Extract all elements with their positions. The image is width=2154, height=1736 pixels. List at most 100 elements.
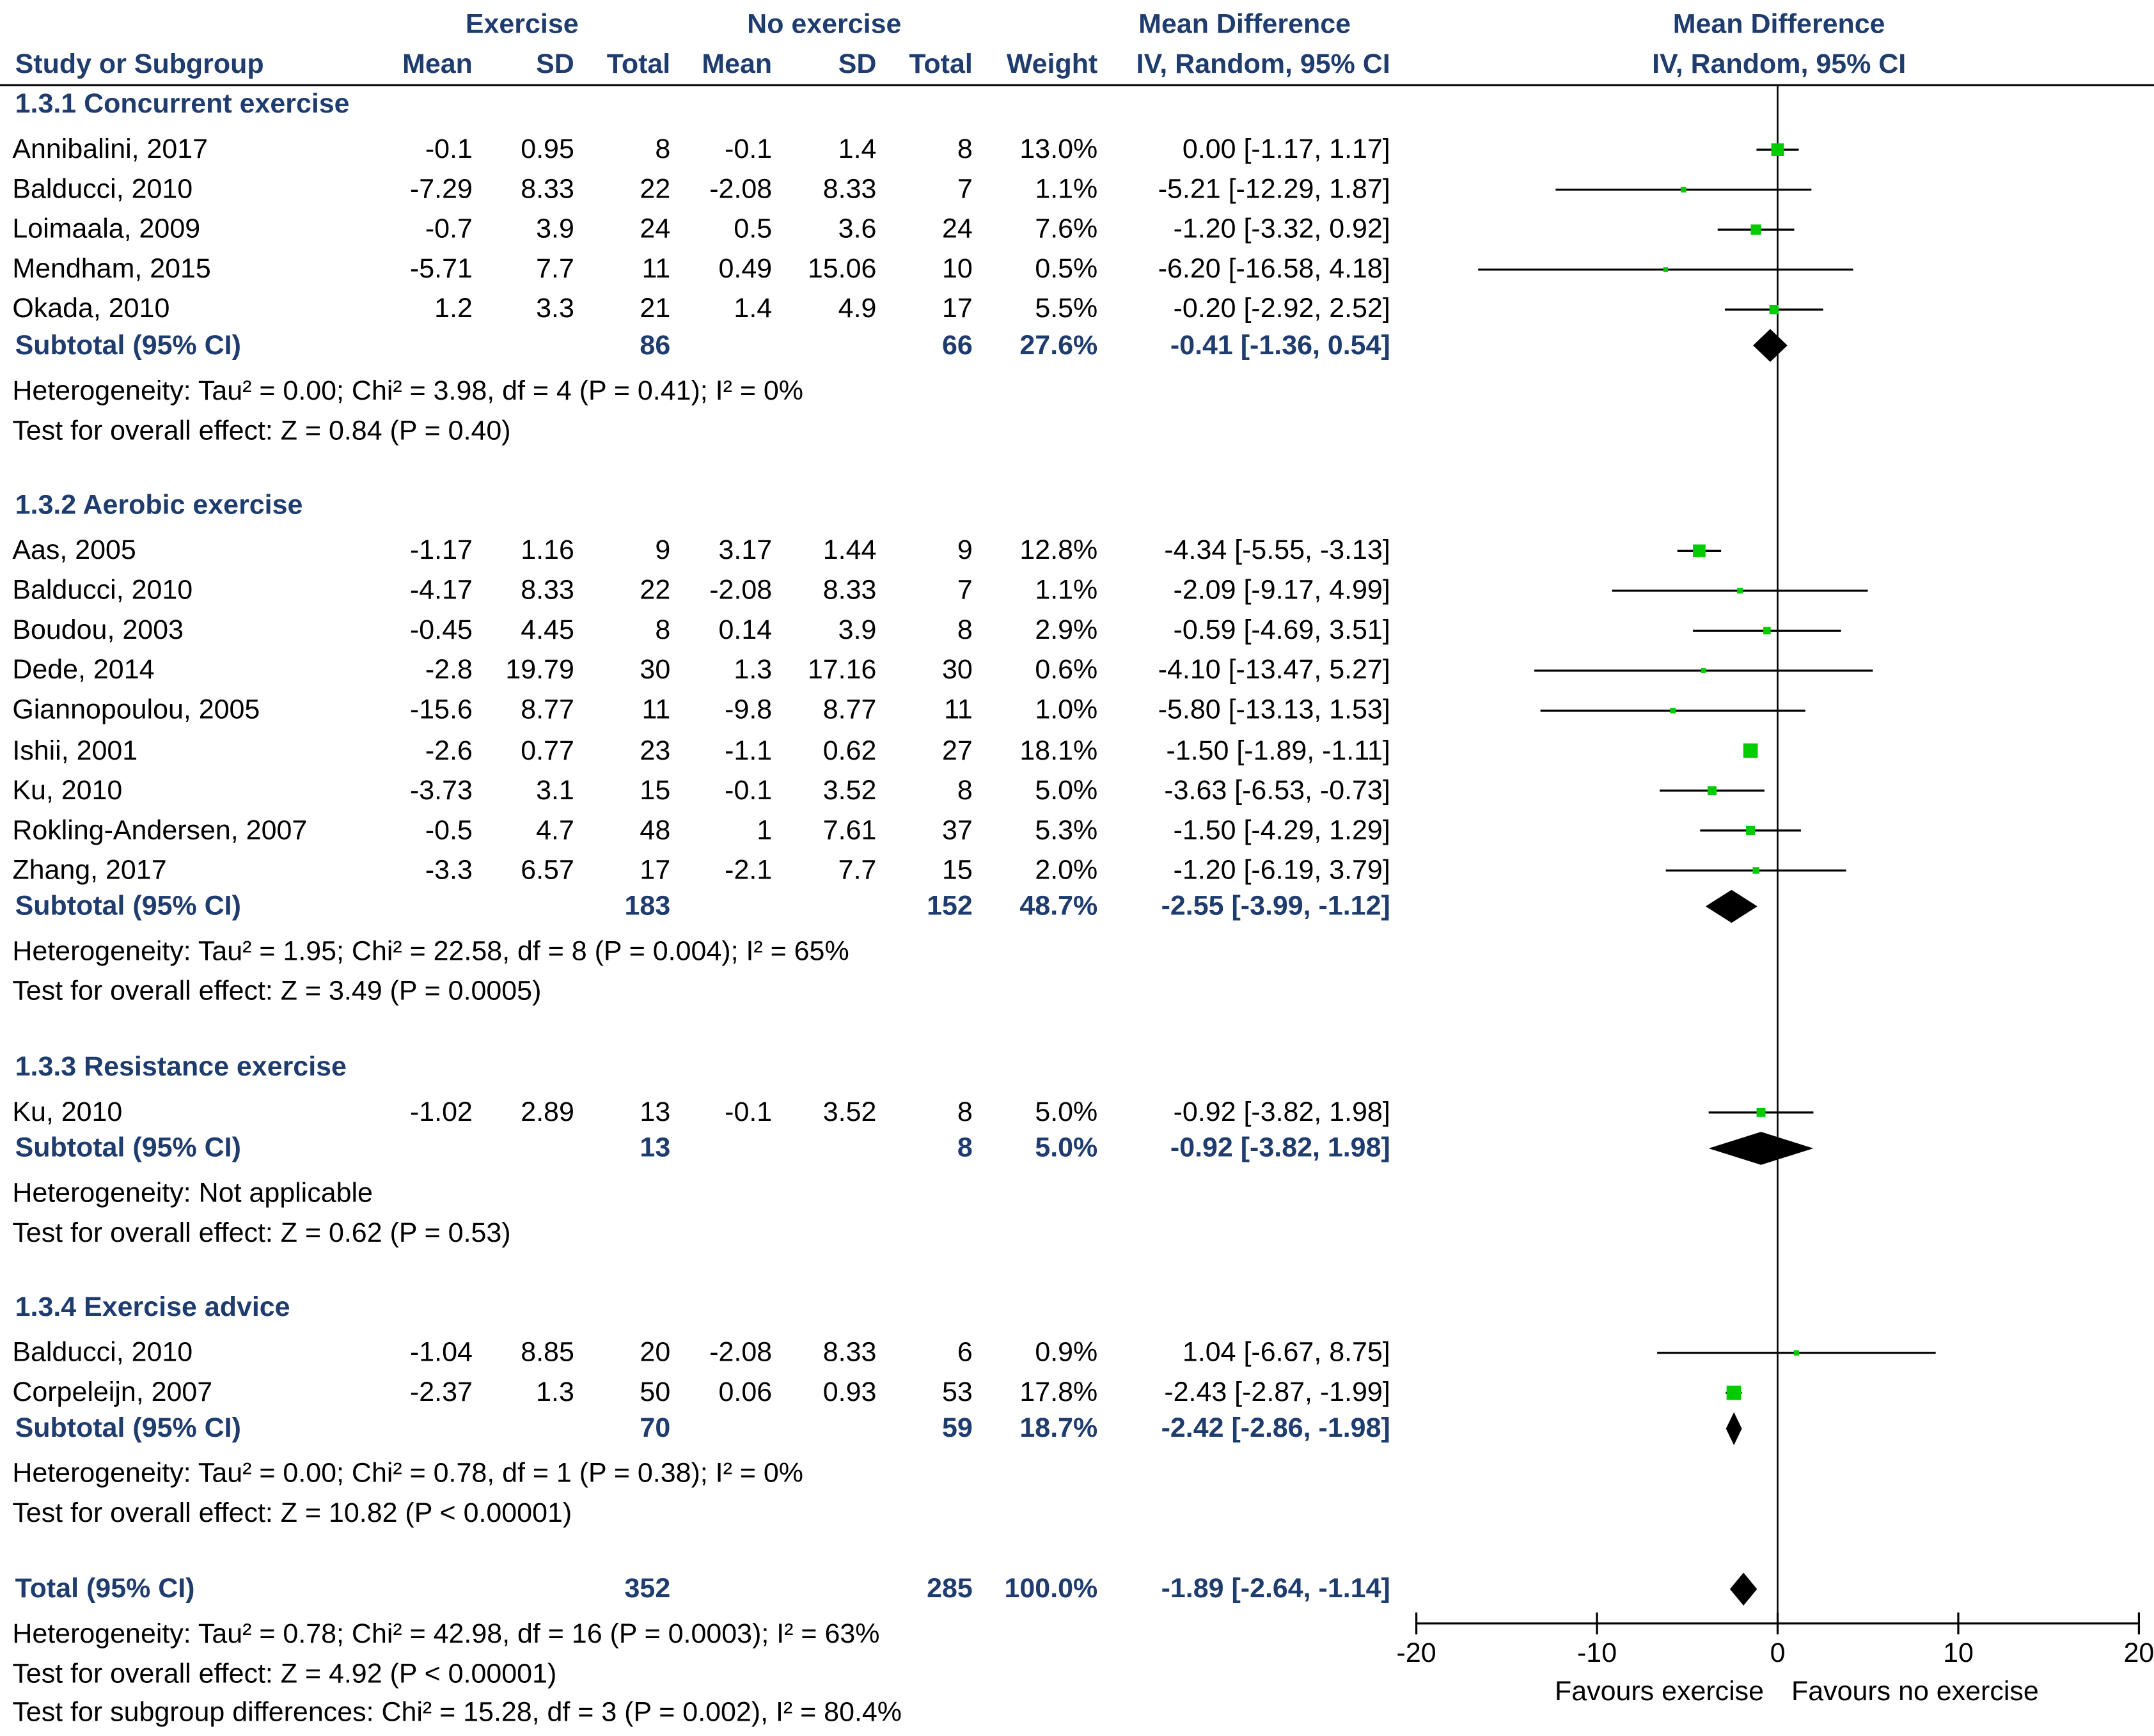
- study-weight: 1.1%: [1035, 575, 1098, 606]
- study-n2: 11: [944, 695, 973, 726]
- study-weight: 0.9%: [1035, 1338, 1098, 1368]
- subgroup-title: 1.3.1 Concurrent exercise: [15, 89, 350, 120]
- study-sd2: 3.9: [838, 615, 877, 646]
- total-ci-text: -1.89 [-2.64, -1.14]: [1161, 1574, 1390, 1604]
- study-sd1: 6.57: [521, 855, 574, 886]
- col-study-header: Study or Subgroup: [15, 49, 264, 80]
- study-weight: 2.9%: [1035, 615, 1098, 646]
- study-sd1: 3.3: [536, 294, 574, 325]
- study-n1: 17: [640, 855, 671, 886]
- study-sd2: 0.93: [822, 1377, 877, 1408]
- study-sd2: 4.9: [838, 294, 877, 325]
- summary-diamond: [1708, 1132, 1814, 1165]
- study-n1: 15: [640, 775, 671, 806]
- study-sd2: 8.33: [822, 1338, 877, 1368]
- study-sd2: 17.16: [807, 655, 877, 686]
- study-m2: -1.1: [725, 735, 773, 766]
- subtotal-label: Subtotal (95% CI): [15, 891, 241, 922]
- study-n1: 30: [640, 655, 671, 686]
- study-point-marker: [1737, 588, 1743, 594]
- study-sd2: 7.7: [838, 855, 877, 886]
- study-ci-text: -6.20 [-16.58, 4.18]: [1158, 254, 1390, 285]
- study-sd2: 3.52: [822, 775, 877, 806]
- subtotal-label: Subtotal (95% CI): [15, 1413, 241, 1444]
- study-name: Ishii, 2001: [12, 735, 138, 766]
- study-ci-text: -1.20 [-3.32, 0.92]: [1173, 214, 1390, 245]
- study-m1: -4.17: [409, 575, 473, 606]
- subtotal-n1: 86: [640, 330, 671, 361]
- study-name: Aas, 2005: [12, 535, 136, 566]
- study-m2: 1.3: [734, 655, 773, 686]
- study-weight: 5.0%: [1035, 1097, 1098, 1128]
- summary-diamond: [1753, 329, 1788, 362]
- study-sd2: 15.06: [807, 254, 877, 285]
- summary-diamond: [1729, 1572, 1757, 1606]
- study-point-marker: [1771, 143, 1784, 157]
- study-sd2: 7.61: [822, 815, 877, 846]
- study-n1: 21: [640, 294, 671, 325]
- study-m1: -2.37: [409, 1377, 473, 1408]
- study-m2: -0.1: [725, 134, 773, 165]
- study-ci-text: -3.63 [-6.53, -0.73]: [1164, 775, 1390, 806]
- study-point-marker: [1726, 1386, 1741, 1400]
- subgroup-differences-text: Test for subgroup differences: Chi² = 15…: [12, 1697, 902, 1728]
- study-point-marker: [1746, 825, 1756, 835]
- study-m1: -0.5: [425, 815, 473, 846]
- subgroup-title: 1.3.3 Resistance exercise: [15, 1052, 347, 1083]
- overall-effect-text: Test for overall effect: Z = 3.49 (P = 0…: [12, 976, 542, 1007]
- study-ci-text: -0.59 [-4.69, 3.51]: [1173, 615, 1390, 646]
- subtotal-label: Subtotal (95% CI): [15, 330, 241, 361]
- study-name: Balducci, 2010: [12, 575, 193, 606]
- study-sd1: 4.7: [536, 815, 574, 846]
- study-n2: 53: [941, 1377, 973, 1408]
- study-m2: 0.5: [734, 214, 773, 245]
- x-tick-label: -20: [1397, 1638, 1436, 1668]
- study-sd1: 1.16: [521, 535, 574, 566]
- subtotal-weight: 18.7%: [1019, 1413, 1098, 1444]
- study-sd2: 8.33: [822, 575, 877, 606]
- study-weight: 5.0%: [1035, 775, 1098, 806]
- col-sd2-header: SD: [838, 49, 877, 80]
- study-n1: 8: [655, 134, 671, 165]
- study-name: Okada, 2010: [12, 294, 170, 325]
- study-weight: 5.5%: [1035, 294, 1098, 325]
- study-sd2: 3.6: [838, 214, 877, 245]
- effect-header: Mean Difference: [1138, 10, 1351, 40]
- plot-header: Mean Difference: [1672, 10, 1885, 40]
- study-m2: -9.8: [725, 695, 773, 726]
- study-point-marker: [1670, 708, 1676, 714]
- study-sd2: 8.33: [822, 174, 877, 205]
- total-n1: 352: [624, 1574, 671, 1604]
- study-sd1: 8.77: [521, 695, 574, 726]
- study-ci-text: -1.20 [-6.19, 3.79]: [1173, 855, 1390, 886]
- subtotal-ci-text: -0.41 [-1.36, 0.54]: [1170, 330, 1390, 361]
- study-weight: 0.6%: [1035, 655, 1098, 686]
- study-sd1: 0.77: [521, 735, 574, 766]
- study-sd1: 8.33: [521, 575, 574, 606]
- study-n2: 9: [957, 535, 973, 566]
- plot-subheader: IV, Random, 95% CI: [1652, 49, 1906, 80]
- study-point-marker: [1693, 544, 1706, 558]
- total-weight: 100.0%: [1004, 1574, 1098, 1604]
- subtotal-ci-text: -2.42 [-2.86, -1.98]: [1161, 1413, 1390, 1444]
- x-tick-label: 10: [1943, 1638, 1974, 1668]
- study-ci-text: -4.10 [-13.47, 5.27]: [1158, 655, 1390, 686]
- study-m1: -5.71: [409, 254, 473, 285]
- study-m1: -2.6: [425, 735, 473, 766]
- subtotal-n1: 70: [640, 1413, 671, 1444]
- study-m2: -0.1: [725, 775, 773, 806]
- study-n2: 8: [957, 1097, 973, 1128]
- study-sd1: 19.79: [505, 655, 574, 686]
- study-m2: -0.1: [725, 1097, 773, 1128]
- summary-diamond: [1726, 1412, 1742, 1446]
- study-point-marker: [1769, 304, 1779, 315]
- study-n1: 22: [640, 575, 671, 606]
- study-ci-text: -0.92 [-3.82, 1.98]: [1173, 1097, 1390, 1128]
- favours-left-label: Favours exercise: [1555, 1676, 1764, 1707]
- heterogeneity-text: Heterogeneity: Tau² = 1.95; Chi² = 22.58…: [12, 936, 849, 967]
- study-weight: 0.5%: [1035, 254, 1098, 285]
- study-point-marker: [1756, 1107, 1766, 1117]
- study-m1: -1.02: [409, 1097, 473, 1128]
- summary-diamond: [1705, 889, 1757, 923]
